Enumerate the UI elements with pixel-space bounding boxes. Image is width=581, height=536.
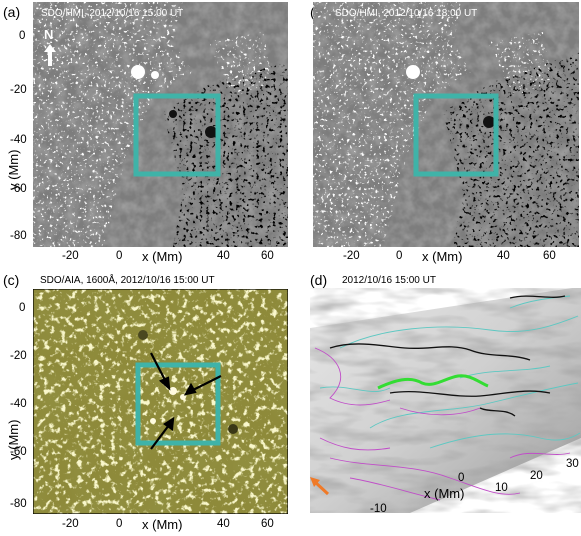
north-arrow-icon [44, 44, 56, 66]
panel-d-label: (d) [310, 272, 328, 288]
arrow-3 [150, 424, 170, 450]
a-xtick-3: 40 [217, 250, 230, 262]
d-xtick-3: 20 [530, 470, 543, 482]
c-ytick-2: -40 [10, 398, 27, 410]
b-xlabel: x (Mm) [422, 249, 463, 264]
a-xtick-1: 0 [116, 250, 123, 262]
d-xtick-4: 30 [566, 458, 579, 470]
c-xtick-4: 60 [261, 518, 274, 530]
c-ytick-3: -60 [10, 446, 27, 458]
c-xtick-3: 40 [217, 518, 230, 530]
panel-d-3d-field [310, 288, 581, 513]
north-label: N [44, 27, 54, 42]
panel-c-label: (c) [3, 272, 20, 288]
a-ytick-1: -20 [10, 84, 27, 96]
d-xlabel: x (Mm) [424, 486, 465, 501]
c-ytick-4: -80 [10, 498, 27, 510]
arrow-2-head [183, 382, 197, 396]
panel-a-magnetogram [33, 2, 288, 247]
panel-a-title: SDO/HMI, 2012/10/16 15:00 UT [41, 8, 184, 19]
a-xtick-0: -20 [62, 250, 79, 262]
a-ytick-3: -60 [10, 183, 27, 195]
arrow-1-head [158, 376, 171, 391]
b-xtick-4: 60 [543, 250, 556, 262]
b-xtick-1: 0 [396, 250, 403, 262]
c-xtick-1: 0 [116, 518, 123, 530]
orange-arrow-head-icon [310, 477, 320, 487]
c-ytick-1: -20 [10, 350, 27, 362]
a-ytick-2: -40 [10, 134, 27, 146]
a-ytick-0: 0 [19, 30, 26, 42]
arrow-2 [192, 375, 222, 391]
panel-c-aia-image [33, 289, 288, 514]
c-xtick-0: -20 [62, 518, 79, 530]
d-xtick-1: 0 [458, 472, 465, 484]
orange-arrow [313, 480, 330, 496]
c-xlabel: x (Mm) [142, 517, 183, 532]
panel-b-title: SDO/HMI, 2012/10/16 18:00 UT [335, 8, 478, 19]
panel-d-title: 2012/10/16 15:00 UT [342, 275, 436, 286]
panel-b-magnetogram [313, 2, 579, 247]
arrow-3-head [163, 416, 175, 431]
flux-rope-line [377, 374, 489, 390]
panel-a-label: (a) [3, 4, 21, 20]
b-xtick-3: 40 [497, 250, 510, 262]
d-xtick-0: -10 [370, 503, 387, 515]
panel-b-roi-box [413, 93, 499, 177]
arrow-1 [150, 352, 167, 383]
b-xtick-0: -20 [343, 250, 360, 262]
panel-c-roi-box [135, 362, 221, 446]
a-xlabel: x (Mm) [142, 249, 183, 264]
d-xtick-2: 10 [495, 482, 508, 494]
a-xtick-4: 60 [261, 250, 274, 262]
a-ytick-4: -80 [10, 230, 27, 242]
panel-c-title: SDO/AIA, 1600Å, 2012/10/16 15:00 UT [40, 275, 215, 286]
c-ylabel: y (Mm) [6, 419, 21, 460]
a-ylabel: y (Mm) [6, 149, 21, 190]
panel-a-roi-box [133, 93, 221, 177]
c-ytick-0: 0 [19, 302, 26, 314]
